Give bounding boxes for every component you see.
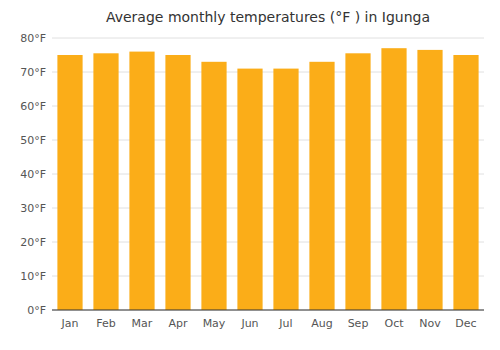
x-tick-label: May bbox=[203, 317, 226, 330]
x-tick-label: Aug bbox=[311, 317, 332, 330]
y-tick-labels: 0°F 10°F 20°F 30°F 40°F 50°F 60°F 70°F 80°F bbox=[20, 32, 46, 317]
bar bbox=[129, 52, 154, 310]
bar bbox=[453, 55, 478, 310]
y-tick-label: 10°F bbox=[20, 270, 46, 283]
y-tick-label: 50°F bbox=[20, 134, 46, 147]
bar bbox=[417, 50, 442, 310]
title: Average monthly temperatures (°F ) in Ig… bbox=[106, 9, 430, 25]
x-tick-label: Dec bbox=[455, 317, 476, 330]
grid-line bbox=[52, 38, 484, 39]
bar bbox=[381, 48, 406, 310]
bar bbox=[201, 62, 226, 310]
x-tick-label: Feb bbox=[96, 317, 115, 330]
bar bbox=[93, 53, 118, 310]
bar bbox=[309, 62, 334, 310]
bars bbox=[57, 48, 478, 310]
bar bbox=[57, 55, 82, 310]
bar bbox=[165, 55, 190, 310]
bar bbox=[237, 69, 262, 310]
x-tick-label: Nov bbox=[419, 317, 441, 330]
x-tick-labels: Jan Feb Mar Apr May Jun Jul Aug Sep Oct Nov Dec bbox=[61, 317, 477, 330]
bar bbox=[345, 53, 370, 310]
x-tick-label: Mar bbox=[132, 317, 153, 330]
x-tick-label: Jul bbox=[278, 317, 292, 330]
grid-line bbox=[52, 310, 484, 311]
x-tick-label: Sep bbox=[348, 317, 369, 330]
y-tick-label: 80°F bbox=[20, 32, 46, 45]
y-tick-label: 30°F bbox=[20, 202, 46, 215]
y-tick-label: 20°F bbox=[20, 236, 46, 249]
x-axis-line bbox=[52, 310, 484, 311]
chart-container: Average monthly temperatures (°F ) in Ig… bbox=[0, 0, 500, 350]
grid bbox=[52, 38, 484, 310]
x-tick-label: Apr bbox=[168, 317, 188, 330]
bar bbox=[273, 69, 298, 310]
y-tick-label: 60°F bbox=[20, 100, 46, 113]
chart: Average monthly temperatures (°F ) in Ig… bbox=[0, 0, 500, 350]
y-tick-label: 40°F bbox=[20, 168, 46, 181]
x-tick-label: Jan bbox=[61, 317, 79, 330]
y-tick-label: 70°F bbox=[20, 66, 46, 79]
y-tick-label: 0°F bbox=[27, 304, 46, 317]
x-tick-label: Jun bbox=[240, 317, 258, 330]
x-tick-label: Oct bbox=[384, 317, 404, 330]
